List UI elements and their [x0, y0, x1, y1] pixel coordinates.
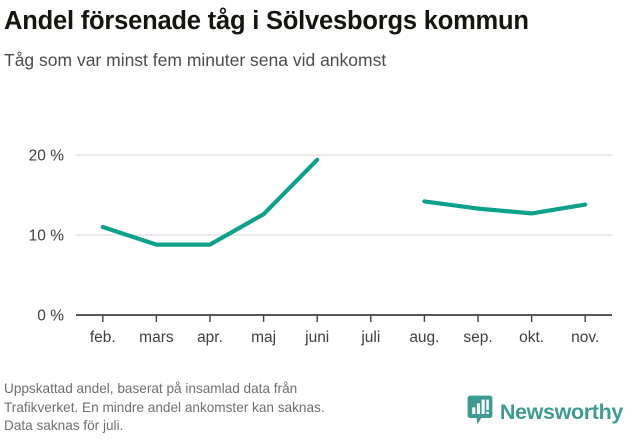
chart-header: Andel försenade tåg i Sölvesborgs kommun… [0, 0, 631, 71]
x-axis-tick-label: nov. [571, 329, 599, 346]
x-axis-tick-label: juli [360, 329, 380, 346]
y-axis-tick-label: 10 % [29, 228, 65, 245]
x-axis-tick-label: okt. [519, 329, 544, 346]
data-series-group [100, 157, 588, 247]
newsworthy-bars-bubble-icon [467, 395, 493, 430]
x-axis-tick-label: feb. [90, 329, 116, 346]
page-title: Andel försenade tåg i Sölvesborgs kommun [4, 7, 529, 35]
y-axis-tick-label: 20 % [29, 148, 65, 165]
chart-subtitle: Tåg som var minst fem minuter sena vid a… [4, 49, 387, 70]
x-axis-tick-label: sep. [463, 329, 492, 346]
x-axis-tick-label: mars [139, 329, 174, 346]
y-axis-tick-labels-group: 0 % 10 % 20 % [29, 148, 65, 325]
gridlines-group [76, 154, 612, 236]
x-axis-tick-label: aug. [409, 329, 439, 346]
newsworthy-wordmark: Newsworthy [499, 399, 623, 424]
y-axis-tick-label: 0 % [37, 308, 64, 325]
newsworthy-logo[interactable]: Newsworthy [467, 395, 625, 437]
chart-footer: Uppskattad andel, baserat på insamlad da… [0, 377, 631, 439]
series-line-segment [100, 157, 320, 247]
x-axis-tick-label: juni [304, 329, 329, 346]
x-axis-tick-label: maj [251, 329, 276, 346]
series-line-segment [422, 199, 588, 216]
line-chart-svg: 0 % 10 % 20 % feb. mars apr. maj juni juli aug. s… [29, 148, 612, 346]
x-axis-tick-labels-group: feb. mars apr. maj juni juli aug. sep. okt. nov. [90, 329, 599, 346]
x-axis-tick-label: apr. [197, 329, 223, 346]
chart-plot-area: 0 % 10 % 20 % feb. mars apr. maj juni juli aug. s… [0, 140, 631, 365]
source-note: Uppskattad andel, baserat på insamlad da… [4, 381, 325, 434]
x-axis-tick-marks-group [102, 315, 586, 322]
